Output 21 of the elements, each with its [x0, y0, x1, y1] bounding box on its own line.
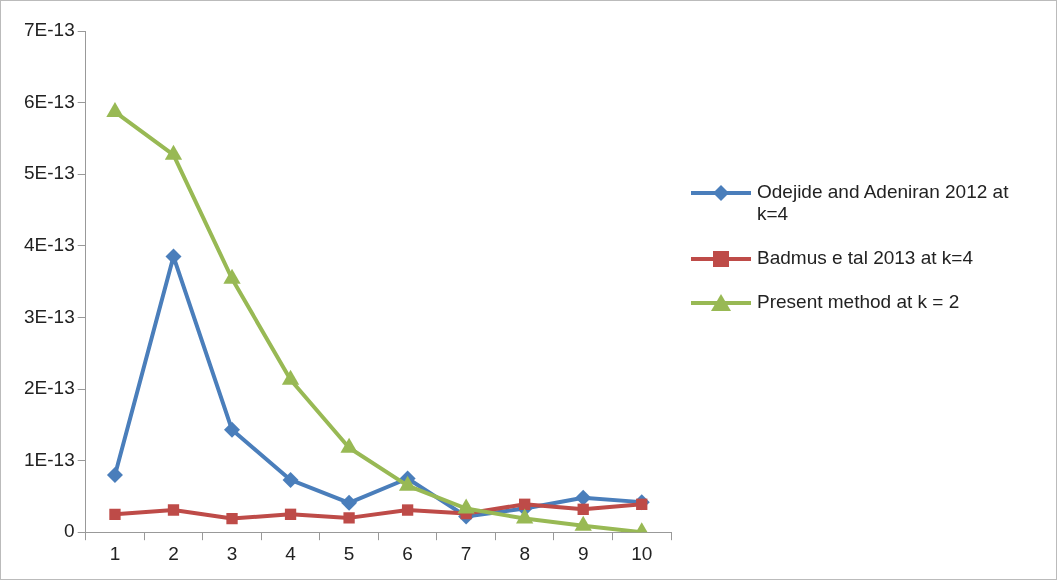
legend-label: Present method at k = 2 — [757, 291, 960, 313]
x-tick-label: 1 — [109, 542, 121, 564]
y-tick-label: 1E-13 — [24, 448, 75, 470]
y-tick-label: 2E-13 — [24, 377, 75, 399]
legend-label: Odejide and Adeniran 2012 at k=4 — [757, 181, 1010, 225]
y-tick-label: 4E-13 — [24, 234, 75, 256]
x-tick-label: 3 — [226, 542, 238, 564]
y-tick-label: 7E-13 — [24, 19, 75, 41]
x-tick-label: 8 — [519, 542, 530, 564]
y-tick-label: 0 — [64, 520, 75, 542]
y-tick-label: 6E-13 — [24, 90, 75, 112]
x-tick-label: 9 — [577, 542, 589, 564]
x-tick-label: 5 — [343, 542, 355, 564]
x-tick-label: 7 — [460, 542, 472, 564]
y-tick-label: 3E-13 — [24, 305, 75, 327]
y-tick-label: 5E-13 — [24, 162, 75, 184]
x-tick-label: 2 — [168, 542, 179, 564]
x-tick-label: 4 — [285, 542, 297, 564]
x-tick-label: 10 — [631, 542, 653, 564]
legend-label: Badmus e tal 2013 at k=4 — [757, 247, 974, 269]
x-tick-label: 6 — [402, 542, 413, 564]
